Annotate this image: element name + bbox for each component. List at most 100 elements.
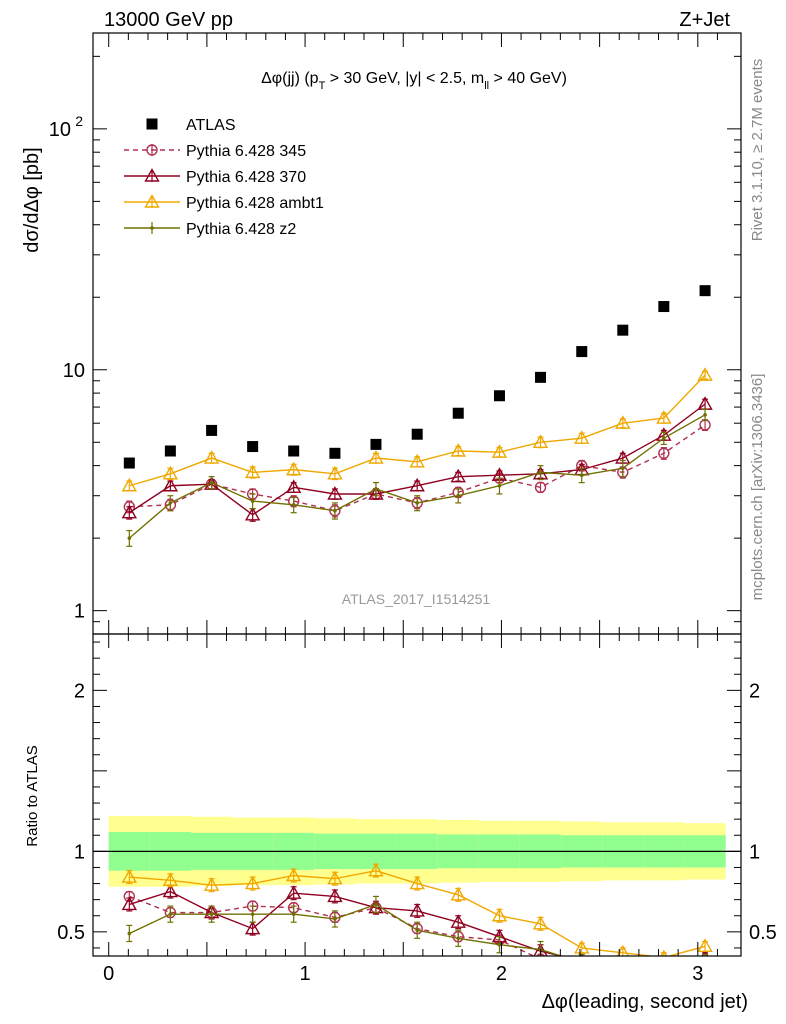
legend-item-pythia-6-428-z2: Pythia 6.428 z2 bbox=[124, 221, 296, 238]
data-point bbox=[409, 477, 425, 492]
data-point bbox=[574, 430, 590, 444]
ratio-data-point bbox=[291, 912, 296, 916]
ratio-data-point bbox=[577, 957, 587, 967]
ratio-data-point bbox=[415, 928, 419, 933]
data-point bbox=[203, 450, 220, 464]
data-point bbox=[368, 486, 384, 500]
ratio-error-bar bbox=[620, 967, 626, 977]
x-tick-label: 2 bbox=[496, 963, 507, 985]
data-point bbox=[534, 481, 547, 494]
ratio-data-point bbox=[703, 961, 707, 965]
ratio-y-tick-label: 1 bbox=[74, 841, 85, 863]
data-point bbox=[450, 443, 466, 457]
data-point bbox=[121, 504, 138, 519]
data-point bbox=[368, 450, 384, 464]
ratio-data-point bbox=[327, 870, 343, 885]
data-point bbox=[374, 487, 378, 491]
data-point bbox=[491, 444, 508, 458]
ratio-data-point bbox=[580, 961, 584, 965]
ratio-data-point bbox=[659, 969, 669, 979]
data-point bbox=[333, 508, 337, 513]
rivet-version-label: Rivet 3.1.10, ≥ 2.7M events bbox=[749, 59, 766, 242]
data-point bbox=[209, 480, 214, 485]
data-point bbox=[450, 468, 466, 483]
data-point bbox=[123, 457, 135, 469]
ratio-data-point bbox=[657, 959, 670, 971]
ratio-data-point bbox=[285, 867, 302, 882]
ratio-data-point bbox=[409, 902, 425, 917]
data-point bbox=[247, 441, 259, 453]
data-point bbox=[162, 465, 179, 480]
ratio-data-point bbox=[244, 875, 261, 890]
x-tick-label: 3 bbox=[692, 963, 703, 985]
ratio-data-point bbox=[497, 942, 502, 947]
legend-label: Pythia 6.428 ambt1 bbox=[186, 195, 324, 212]
series-pythia-6-428-z2 bbox=[126, 408, 709, 547]
legend-marker bbox=[144, 168, 160, 182]
header-right: Z+Jet bbox=[679, 9, 730, 31]
data-point bbox=[532, 434, 549, 448]
ratio-data-point bbox=[368, 862, 384, 877]
ratio-series-group bbox=[121, 862, 713, 979]
ratio-data-point bbox=[327, 888, 343, 903]
ratio-y-axis-label: Ratio to ATLAS bbox=[24, 745, 41, 846]
data-point bbox=[291, 503, 296, 507]
ratio-plot-layer: 0.5 0.5 1 1 2 2 0 1 2 3 bbox=[57, 633, 777, 985]
legend-marker bbox=[144, 194, 160, 208]
ratio-data-point bbox=[162, 883, 179, 898]
ratio-data-point bbox=[333, 917, 337, 921]
data-point bbox=[415, 501, 419, 505]
ratio-y-tick-label: 2 bbox=[74, 680, 85, 702]
ratio-data-point bbox=[285, 885, 302, 899]
main-y-axis-label: dσ/dΔφ [pb] bbox=[21, 147, 43, 252]
data-point bbox=[452, 407, 464, 419]
ratio-error-bar bbox=[702, 953, 709, 956]
ratio-data-point bbox=[616, 959, 629, 971]
ratio-data-point bbox=[244, 920, 261, 935]
ratio-error-bar bbox=[578, 953, 585, 956]
data-point bbox=[409, 453, 425, 468]
legend-marker bbox=[146, 144, 158, 156]
data-point bbox=[411, 428, 423, 440]
ratio-data-point bbox=[162, 872, 179, 887]
ratio-data-point bbox=[697, 938, 713, 953]
analysis-watermark: ATLAS_2017_I1514251 bbox=[342, 591, 491, 607]
data-point bbox=[535, 371, 547, 383]
plot-title: Δφ(jj) (pT > 30 GeV, |y| < 2.5, mll > 40… bbox=[261, 70, 567, 92]
ratio-data-point bbox=[456, 936, 461, 941]
legend-label: Pythia 6.428 345 bbox=[186, 143, 306, 160]
header-left: 13000 GeV pp bbox=[104, 9, 233, 31]
ratio-error-bar bbox=[578, 955, 585, 956]
legend: ATLAS Pythia 6.428 345 Pythia 6.428 370 Pyt… bbox=[124, 117, 324, 238]
data-point bbox=[250, 499, 255, 503]
series-pythia-6-428-ambt1 bbox=[121, 367, 713, 492]
ratio-data-point bbox=[409, 875, 425, 890]
ratio-y-tick-label-right: 0.5 bbox=[749, 922, 777, 944]
ratio-data-point bbox=[532, 915, 549, 930]
ratio-data-point bbox=[574, 940, 590, 954]
data-point bbox=[288, 445, 300, 457]
ratio-data-point bbox=[168, 912, 173, 916]
data-point bbox=[285, 461, 302, 476]
legend-marker bbox=[150, 226, 154, 230]
legend-item-pythia-6-428-ambt1: Pythia 6.428 ambt1 bbox=[124, 194, 324, 212]
data-point bbox=[697, 367, 713, 381]
ratio-y-tick-label-right: 1 bbox=[749, 841, 760, 863]
data-point bbox=[168, 501, 173, 505]
ratio-data-point bbox=[121, 869, 138, 883]
data-point bbox=[617, 324, 629, 336]
data-point bbox=[620, 466, 625, 471]
data-point bbox=[206, 424, 218, 436]
ratio-error-bar bbox=[620, 961, 626, 977]
data-point bbox=[127, 536, 132, 540]
legend-marker bbox=[146, 118, 158, 130]
legend-item-pythia-6-428-370: Pythia 6.428 370 bbox=[124, 168, 306, 186]
ratio-data-point bbox=[621, 967, 625, 971]
ratio-error-bar bbox=[579, 958, 585, 968]
series-atlas bbox=[123, 285, 711, 469]
ratio-error-bar bbox=[661, 969, 667, 979]
y-tick-label: 10 bbox=[49, 119, 71, 141]
y-tick-label-exponent: 2 bbox=[75, 113, 83, 129]
data-point bbox=[327, 486, 343, 500]
